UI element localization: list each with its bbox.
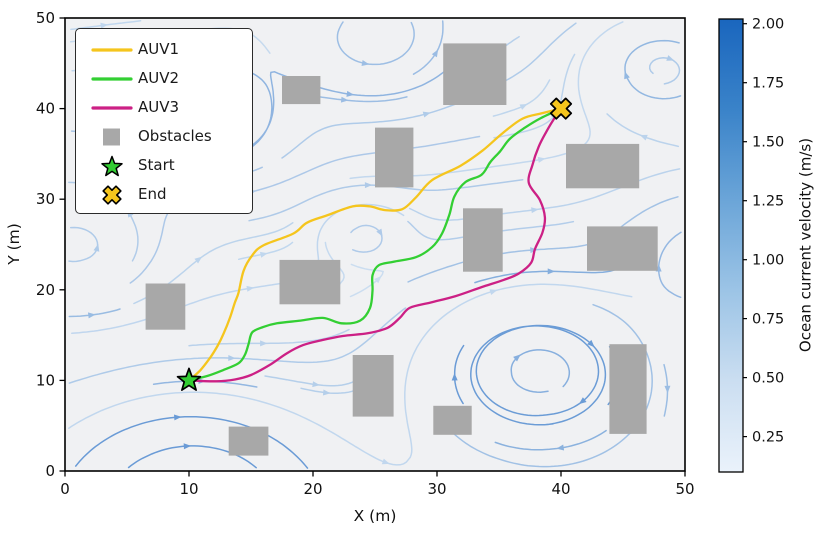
auv3-path — [187, 107, 563, 383]
y-tick-label: 30 — [36, 190, 55, 208]
legend-item-auv1: AUV1 — [86, 35, 252, 64]
legend-item-start: Start — [86, 151, 252, 180]
colorbar-tick-label: 1.50 — [752, 135, 784, 151]
colorbar-label: Ocean current velocity (m/s) — [796, 137, 815, 353]
legend-line-swatch — [91, 76, 133, 81]
plot-border — [64, 17, 686, 472]
colorbar-tick-label: 1.00 — [752, 253, 784, 269]
colorbar-tick-label: 0.50 — [752, 371, 784, 387]
y-axis-label: Y (m) — [5, 223, 23, 265]
ocean-current-streamlines — [68, 20, 682, 469]
obstacle — [279, 259, 341, 305]
obstacle — [433, 405, 472, 435]
legend-item-label: AUV2 — [138, 69, 180, 87]
legend-item-label: AUV3 — [138, 98, 180, 116]
obstacle — [352, 355, 394, 417]
legend-item-label: Obstacles — [138, 127, 212, 145]
y-tick-label: 0 — [45, 462, 55, 480]
x-tick-label: 10 — [179, 480, 198, 498]
y-tick-label: 20 — [36, 281, 55, 299]
legend-item-label: Start — [138, 156, 175, 174]
legend-item-label: End — [138, 185, 167, 203]
obstacle — [282, 76, 321, 105]
legend-start-icon — [101, 155, 123, 176]
colorbar: 2.00 1.75 1.50 1.25 1.00 0.75 0.50 0.25 — [718, 17, 784, 473]
colorbar-tick-label: 1.75 — [752, 76, 784, 92]
obstacles-group — [145, 43, 658, 456]
legend-item-auv3: AUV3 — [86, 93, 252, 122]
x-tick-label: 50 — [675, 480, 694, 498]
legend-line-swatch — [91, 47, 133, 52]
obstacle — [228, 426, 269, 456]
auv2-path — [187, 107, 563, 382]
obstacle — [145, 283, 186, 330]
legend-obstacle-swatch — [103, 128, 120, 145]
auv-paths — [187, 107, 563, 383]
obstacle — [609, 344, 647, 434]
colorbar-tick-label: 2.00 — [752, 17, 784, 33]
x-tick-label: 30 — [427, 480, 446, 498]
colorbar-tick-label: 0.25 — [752, 430, 784, 446]
obstacle — [375, 127, 414, 188]
obstacle — [587, 226, 658, 271]
start-marker — [176, 367, 202, 391]
legend: AUV1 AUV2 AUV3 Obstacles Start End — [75, 28, 253, 214]
colorbar-tick-label: 0.75 — [752, 312, 784, 328]
x-axis-label: X (m) — [353, 507, 397, 525]
x-tick-label: 20 — [303, 480, 322, 498]
legend-item-end: End — [86, 180, 252, 209]
obstacle — [566, 143, 640, 189]
y-tick-label: 50 — [36, 9, 55, 27]
y-tick-label: 10 — [36, 371, 55, 389]
axis-ticks: 0 10 20 30 40 50 0 10 20 30 40 50 — [36, 9, 695, 498]
end-marker — [549, 97, 573, 120]
obstacle — [443, 43, 507, 105]
legend-item-auv2: AUV2 — [86, 64, 252, 93]
x-tick-label: 0 — [60, 480, 70, 498]
legend-end-icon — [102, 184, 122, 205]
y-tick-label: 40 — [36, 100, 55, 118]
colorbar-tick-label: 1.25 — [752, 194, 784, 210]
x-tick-label: 40 — [551, 480, 570, 498]
obstacle — [463, 208, 503, 272]
legend-item-obstacles: Obstacles — [86, 122, 252, 151]
legend-line-swatch — [91, 105, 133, 110]
legend-item-label: AUV1 — [138, 40, 180, 58]
auv1-path — [187, 107, 563, 382]
